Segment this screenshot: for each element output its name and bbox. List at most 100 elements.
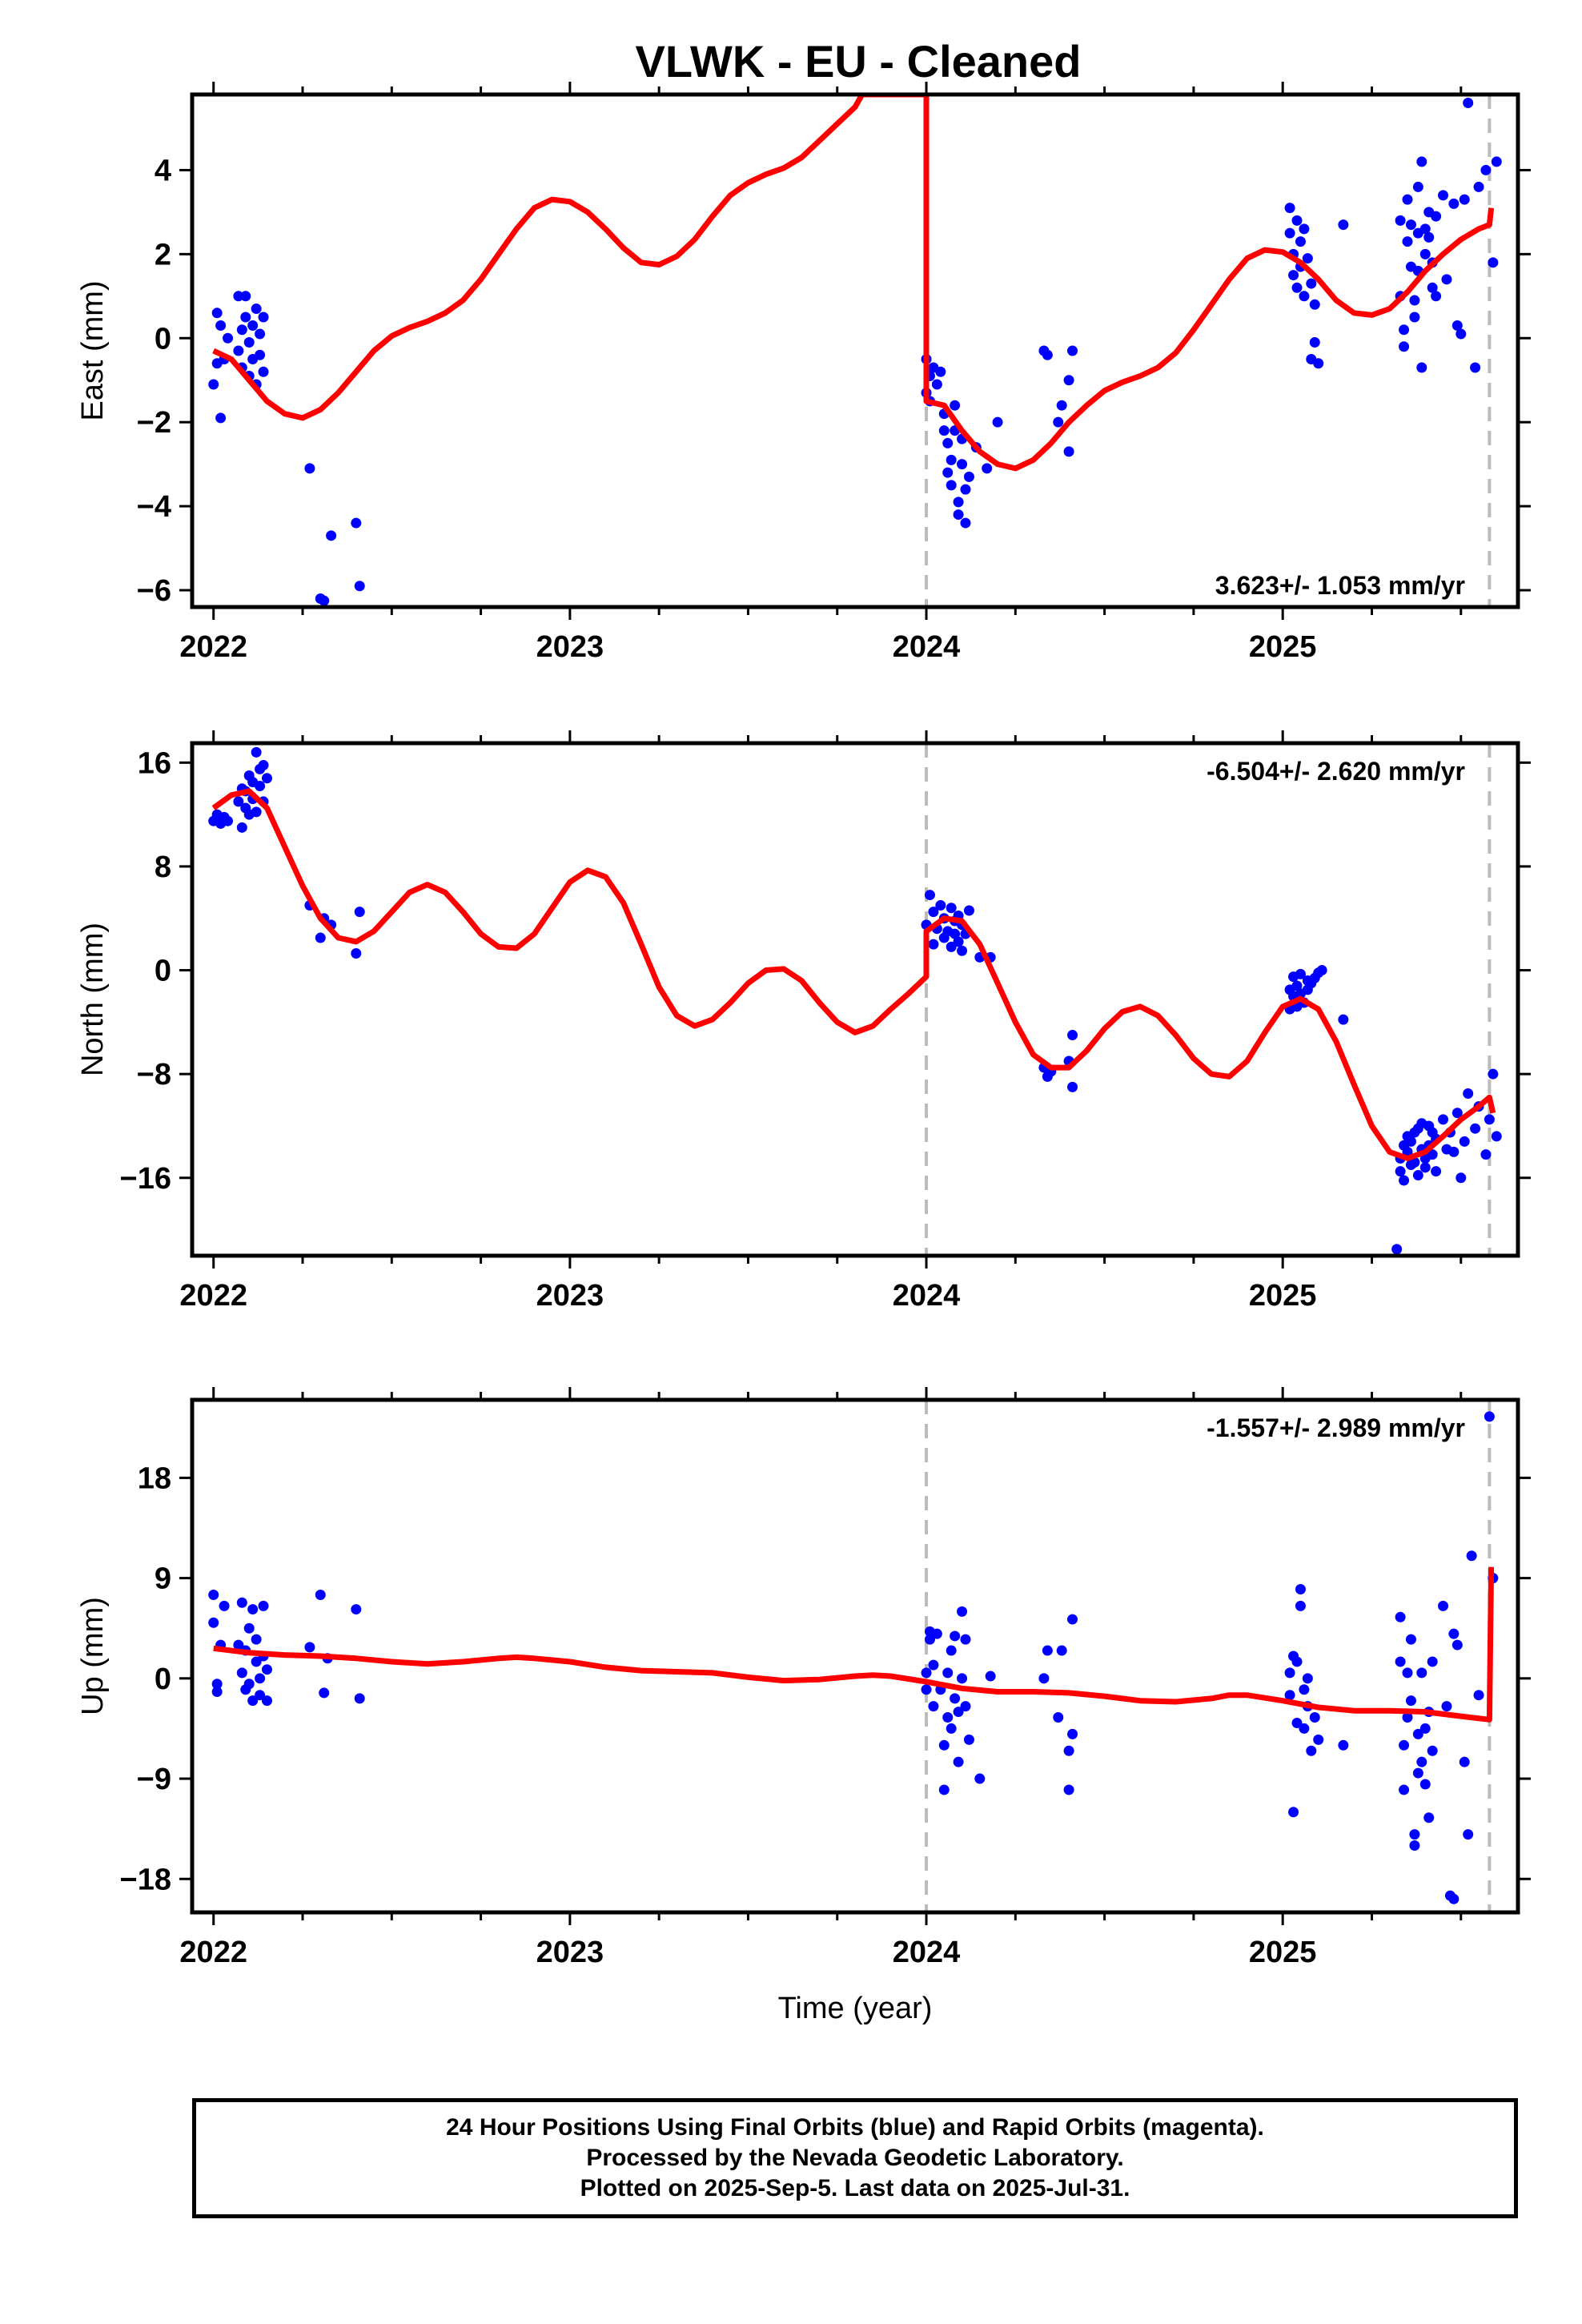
panel-3-y-tick-label: 9	[155, 1562, 171, 1596]
panel-3-point-23	[261, 1664, 272, 1675]
panel-3-point-43	[946, 1723, 957, 1734]
panel-1-point-57	[1053, 416, 1064, 428]
panel-1-point-60	[1063, 375, 1074, 386]
panel-2-point-29	[924, 890, 935, 901]
panel-3-point-41	[942, 1667, 954, 1679]
panel-2-point-54	[1067, 1081, 1078, 1092]
panel-1-point-110	[1473, 181, 1484, 192]
panel-3-point-75	[1306, 1745, 1317, 1756]
panel-2-point-106	[1488, 1068, 1499, 1080]
panel-3-point-13	[243, 1679, 255, 1690]
panel-2-point-30	[928, 939, 939, 950]
panel-2-point-41	[953, 936, 964, 947]
panel-1-point-50	[960, 484, 971, 495]
panel-1-point-47	[957, 459, 968, 470]
panel-1-point-82	[1399, 341, 1410, 352]
panel-1-x-tick-label: 2023	[536, 630, 604, 664]
panel-1-point-84	[1402, 194, 1413, 205]
panel-2-point-94	[1438, 1114, 1449, 1125]
panel-3-frame	[190, 1397, 1520, 1915]
panel-1-point-21	[255, 349, 266, 360]
panel-1-point-41	[946, 454, 957, 465]
panel-3-point-91	[1416, 1756, 1427, 1767]
panel-1-point-5	[215, 320, 227, 332]
panel-1-point-56	[1042, 349, 1053, 360]
panel-2-point-73	[1395, 1166, 1406, 1177]
panel-3-point-32	[924, 1634, 935, 1645]
panel-3-point-9	[236, 1597, 247, 1608]
panel-1-point-66	[1291, 215, 1303, 226]
panel-1-point-107	[1459, 194, 1470, 205]
panel-2-frame	[190, 741, 1520, 1258]
panel-3-point-48	[957, 1673, 968, 1684]
panel-3-y-tick-label: 0	[155, 1663, 171, 1696]
panel-3-point-106	[1463, 1829, 1474, 1840]
panel-3-point-29	[354, 1693, 365, 1704]
panel-3-point-28	[351, 1604, 362, 1615]
panel-3-point-24	[304, 1642, 315, 1653]
panel-2-point-61	[1295, 968, 1306, 979]
panel-2-point-53	[1067, 1030, 1078, 1041]
panel-1-point-104	[1448, 198, 1460, 209]
footer-line-2: Processed by the Nevada Geodetic Laborat…	[586, 2145, 1124, 2171]
panel-3-point-6	[219, 1600, 230, 1611]
panel-1-point-36	[935, 366, 946, 377]
panel-1-point-13	[240, 312, 251, 323]
panel-1-point-61	[1067, 345, 1078, 356]
panel-2-point-79	[1405, 1136, 1416, 1147]
panel-1-point-58	[1056, 400, 1067, 411]
panel-3-point-71	[1299, 1684, 1310, 1695]
panel-1-point-7	[223, 332, 234, 344]
panel-2-x-tick-label: 2023	[536, 1279, 604, 1313]
panel-3-point-34	[928, 1659, 939, 1671]
panel-1-point-20	[255, 328, 266, 340]
panel-2-x-tick-label: 2024	[893, 1279, 961, 1313]
panel-1-y-tick-label: 2	[155, 238, 171, 271]
panel-1-point-112	[1488, 257, 1499, 268]
footer-line-1: 24 Hour Positions Using Final Orbits (bl…	[446, 2114, 1264, 2141]
panel-1-point-59	[1063, 446, 1074, 457]
panel-1-point-37	[938, 425, 950, 436]
panel-1-point-71	[1299, 291, 1310, 302]
panel-2-point-82	[1412, 1170, 1423, 1181]
panel-1-point-79	[1395, 215, 1406, 226]
panel-3-point-95	[1423, 1812, 1435, 1823]
panel-3-point-8	[236, 1667, 247, 1679]
panel-1-x-tick-label: 2024	[893, 630, 961, 664]
panel-1-x-tick-label: 2022	[179, 630, 247, 664]
panel-2-point-23	[315, 932, 326, 943]
panel-3-point-50	[960, 1701, 971, 1712]
panel-1-point-102	[1438, 190, 1449, 201]
panel-1-y-tick-label: 4	[155, 154, 171, 187]
panel-1-point-92	[1416, 156, 1427, 167]
panel-3-y-tick-label: −18	[120, 1863, 171, 1896]
panel-1-point-103	[1441, 274, 1452, 285]
panel-1: 2022 2023 2024 2025 −6 −4 −2 0 2 4 East (mm) 3.623+…	[76, 82, 1531, 664]
panel-2-y-tick-label: −8	[137, 1058, 171, 1092]
panel-3-point-38	[938, 1739, 950, 1751]
panel-2-y-tick-label: 0	[155, 955, 171, 988]
panel-3-point-7	[233, 1639, 244, 1651]
panel-1-point-94	[1419, 248, 1431, 259]
panel-2-point-102	[1470, 1123, 1481, 1134]
panel-1-point-51	[963, 471, 974, 482]
panel-3-point-77	[1313, 1734, 1324, 1745]
panel-1-point-72	[1302, 253, 1313, 264]
panel-1-point-106	[1456, 328, 1467, 340]
panel-2-point-90	[1427, 1149, 1438, 1160]
panel-1-point-111	[1480, 164, 1492, 175]
panel-2-point-87	[1419, 1162, 1431, 1173]
panel-2-point-98	[1452, 1108, 1463, 1119]
panel-2-point-21	[261, 773, 272, 784]
panel-3-point-90	[1412, 1728, 1423, 1739]
panel-2-point-97	[1448, 1146, 1460, 1157]
panel-3-point-3	[211, 1679, 223, 1690]
panel-2-y-axis-label: North (mm)	[76, 923, 110, 1076]
panel-1-y-axis-label: East (mm)	[76, 280, 110, 420]
panel-3-point-4	[211, 1687, 223, 1698]
panel-3-point-100	[1441, 1701, 1452, 1712]
panel-3-point-70	[1295, 1600, 1306, 1611]
panel-1-point-44	[950, 400, 961, 411]
panel-1-data-points	[208, 97, 1502, 606]
panel-3-point-39	[938, 1784, 950, 1795]
